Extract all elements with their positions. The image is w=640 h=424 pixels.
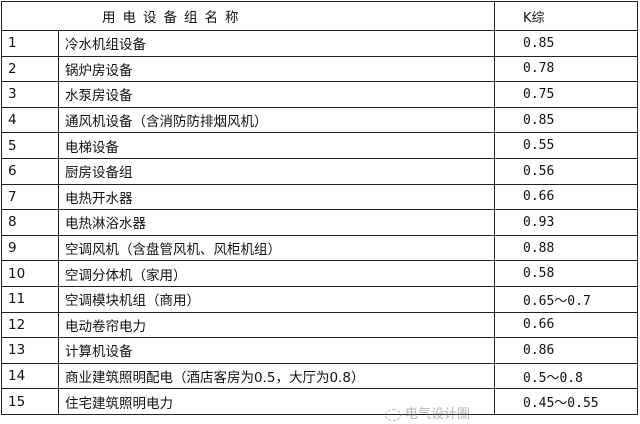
table-row: 15 住宅建筑照明电力 0.45～0.55: [1, 388, 638, 415]
table-row: 5 电梯设备 0.55: [1, 132, 638, 159]
table-row: 4 通风机设备（含消防防排烟风机） 0.85: [1, 106, 638, 134]
row-number: 10: [1, 260, 59, 287]
k-coefficient: 0.88: [494, 234, 638, 262]
row-number: 3: [1, 81, 59, 108]
equipment-group-name: 电热淋浴水器: [58, 209, 495, 236]
row-number: 6: [1, 157, 59, 185]
equipment-group-name: 计算机设备: [58, 337, 495, 364]
equipment-group-name: 空调分体机（家用）: [58, 260, 495, 287]
table-row: 6 厨房设备组 0.56: [1, 157, 638, 185]
k-coefficient: 0.55: [494, 132, 638, 159]
row-number: 7: [1, 183, 59, 211]
k-coefficient: 0.66: [494, 311, 638, 339]
k-coefficient: 0.75: [494, 81, 638, 108]
row-number: 14: [1, 362, 59, 390]
equipment-group-name: 电梯设备: [58, 132, 495, 159]
watermark-text: 电气设计圈: [405, 407, 471, 422]
table-row: 10 空调分体机（家用） 0.58: [1, 260, 638, 287]
table-row: 1 冷水机组设备 0.85: [1, 30, 638, 57]
header-k-coefficient: K综: [494, 1, 638, 31]
equipment-group-name: 厨房设备组: [58, 157, 495, 185]
k-coefficient: 0.66: [494, 183, 638, 211]
equipment-group-name: 冷水机组设备: [58, 30, 495, 57]
row-number: 15: [1, 388, 59, 415]
equipment-group-name: 空调模块机组（商用）: [58, 285, 495, 313]
row-number: 5: [1, 132, 59, 159]
equipment-group-name: 电动卷帘电力: [58, 311, 495, 339]
k-coefficient: 0.56: [494, 157, 638, 185]
row-number: 12: [1, 311, 59, 339]
k-coefficient: 0.5～0.8: [494, 362, 638, 390]
row-number: 2: [1, 55, 59, 83]
row-number: 13: [1, 337, 59, 364]
header-equipment-group-name: 用电设备组名称: [1, 1, 495, 31]
k-coefficient: 0.85: [494, 106, 638, 134]
k-coefficient: 0.93: [494, 209, 638, 236]
k-coefficient: 0.78: [494, 55, 638, 83]
k-coefficient: 0.86: [494, 337, 638, 364]
row-number: 1: [1, 30, 59, 57]
k-coefficient: 0.45～0.55: [494, 388, 638, 415]
demand-coefficient-table: 用电设备组名称 K综 1 冷水机组设备 0.85 2 锅炉房设备 0.78 3 水泵房设备 0.…: [1, 1, 638, 415]
table-row: 2 锅炉房设备 0.78: [1, 55, 638, 83]
table-row: 14 商业建筑照明配电（酒店客房为0.5，大厅为0.8） 0.5～0.8: [1, 362, 638, 390]
equipment-group-name: 锅炉房设备: [58, 55, 495, 83]
k-coefficient: 0.85: [494, 30, 638, 57]
row-number: 9: [1, 234, 59, 262]
equipment-group-name: 空调风机（含盘管风机、风柜机组）: [58, 234, 495, 262]
equipment-group-name: 住宅建筑照明电力: [58, 388, 495, 415]
row-number: 11: [1, 285, 59, 313]
row-number: 8: [1, 209, 59, 236]
table-row: 11 空调模块机组（商用） 0.65～0.7: [1, 285, 638, 313]
table-row: 9 空调风机（含盘管风机、风柜机组） 0.88: [1, 234, 638, 262]
table-row: 12 电动卷帘电力 0.66: [1, 311, 638, 339]
watermark: 电气设计圈: [385, 403, 470, 422]
k-coefficient: 0.65～0.7: [494, 285, 638, 313]
equipment-group-name: 水泵房设备: [58, 81, 495, 108]
table-row: 13 计算机设备 0.86: [1, 337, 638, 364]
table-row: 3 水泵房设备 0.75: [1, 81, 638, 108]
table-row: 8 电热淋浴水器 0.93: [1, 209, 638, 236]
equipment-group-name: 商业建筑照明配电（酒店客房为0.5，大厅为0.8）: [58, 362, 495, 390]
k-coefficient: 0.58: [494, 260, 638, 287]
equipment-group-name: 通风机设备（含消防防排烟风机）: [58, 106, 495, 134]
row-number: 4: [1, 106, 59, 134]
equipment-group-name: 电热开水器: [58, 183, 495, 211]
wechat-logo-icon: [385, 408, 401, 421]
table-header-row: 用电设备组名称 K综: [1, 1, 638, 31]
table-row: 7 电热开水器 0.66: [1, 183, 638, 211]
